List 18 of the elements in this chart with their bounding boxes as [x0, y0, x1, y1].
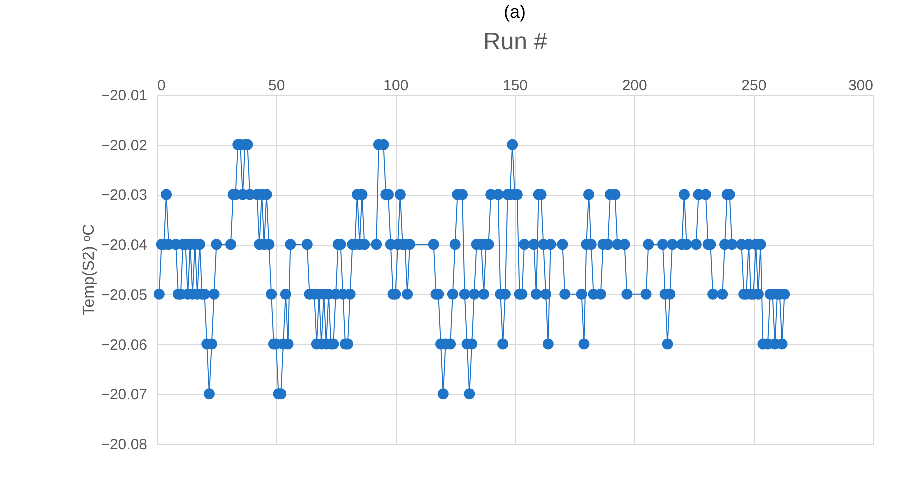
- y-tick-label: −20.01: [101, 88, 148, 104]
- x-tick-label: 150: [502, 78, 528, 94]
- y-tick-label: −20.07: [101, 386, 148, 404]
- y-axis-title: Temp(S2) ᵒC: [81, 224, 98, 316]
- y-tick-label: −20.03: [101, 187, 148, 204]
- y-tick-label: −20.08: [101, 436, 148, 454]
- x-tick-label: 200: [622, 78, 648, 94]
- x-tick-label: 300: [848, 78, 874, 94]
- x-tick-label: 100: [384, 78, 409, 94]
- chart-title: (a): [504, 2, 526, 22]
- x-axis-title: Run #: [483, 28, 548, 56]
- y-tick-label: −20.02: [101, 137, 148, 154]
- x-tick-label: 0: [158, 78, 166, 94]
- y-tick-label: −20.06: [101, 336, 148, 354]
- x-tick-label: 50: [268, 78, 286, 94]
- y-tick-label: −20.04: [101, 237, 148, 254]
- x-tick-label: 250: [742, 78, 767, 94]
- y-tick-label: −20.05: [101, 286, 148, 304]
